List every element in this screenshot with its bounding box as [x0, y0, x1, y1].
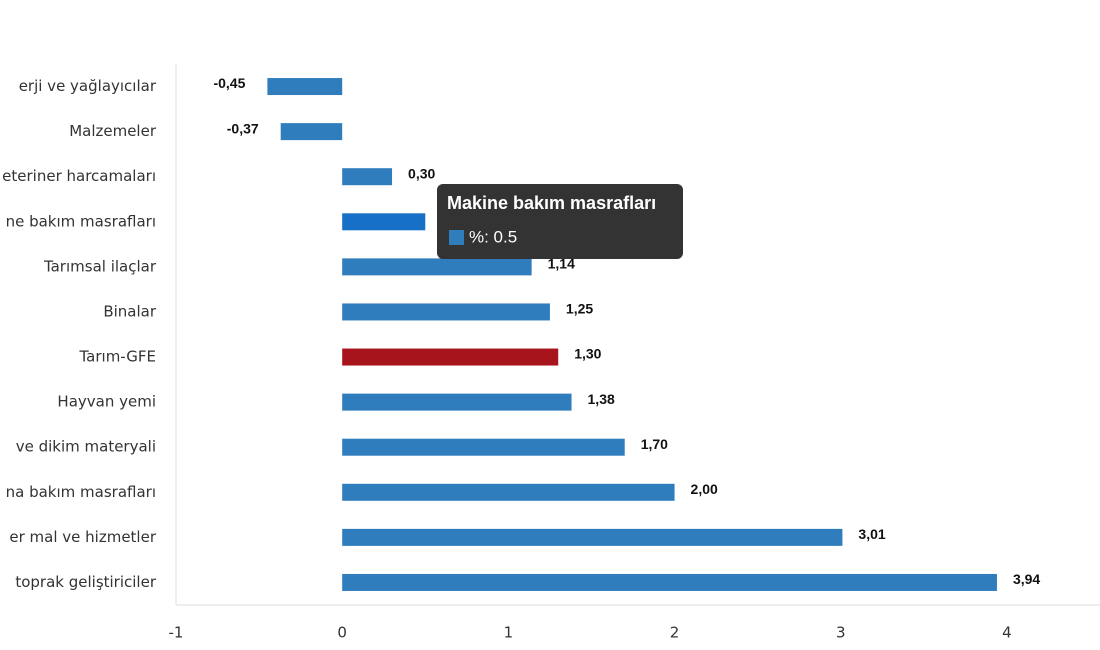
y-tick-label: toprak geliştiriciler	[15, 573, 156, 591]
tooltip-text: %: 0.5	[469, 227, 517, 246]
bar	[342, 438, 625, 456]
value-label: 1,30	[574, 346, 601, 362]
y-tick-label: ne bakım masrafları	[6, 212, 156, 230]
y-tick-label: erji ve yağlayıcılar	[19, 77, 157, 95]
x-tick-label: 0	[337, 624, 347, 642]
y-tick-label: er mal ve hizmetler	[9, 528, 156, 546]
value-label: 0,30	[408, 165, 435, 181]
bar	[342, 303, 550, 321]
value-label: 3,94	[1013, 571, 1040, 587]
value-label: 2,00	[691, 481, 718, 497]
bar	[342, 168, 393, 186]
value-label: 1,25	[566, 301, 593, 317]
bar	[342, 393, 572, 411]
bar	[267, 78, 343, 96]
x-tick-label: 4	[1002, 624, 1012, 642]
x-tick-label: 3	[836, 624, 846, 642]
x-tick-label: 2	[670, 624, 680, 642]
bar	[342, 573, 997, 591]
tooltip: Makine bakım masrafları %: 0.5	[437, 184, 683, 259]
bar	[342, 483, 675, 501]
tooltip-swatch	[449, 230, 464, 245]
y-tick-label: ve dikim materyali	[16, 438, 156, 456]
value-label: -0,45	[213, 75, 245, 91]
value-label: 1,70	[641, 436, 668, 452]
tooltip-title: Makine bakım masrafları	[447, 193, 656, 213]
value-label: 1,38	[588, 391, 615, 407]
y-tick-label: Binalar	[103, 302, 157, 320]
y-tick-label: Hayvan yemi	[57, 393, 156, 411]
y-tick-label: Malzemeler	[69, 122, 157, 140]
x-tick-label: 1	[504, 624, 514, 642]
value-label: 1,14	[548, 256, 575, 272]
value-label: -0,37	[227, 120, 259, 136]
plot: -1 0 1 2 3 4 erji ve yağlayıcılar -0,45 Malzemel…	[2, 75, 1040, 641]
bar	[342, 213, 426, 231]
y-tick-label: Tarımsal ilaçlar	[43, 257, 157, 275]
y-tick-label: Tarım-GFE	[78, 348, 156, 366]
bar	[280, 123, 343, 141]
value-label: 3,01	[858, 526, 885, 542]
y-tick-label: na bakım masrafları	[6, 483, 156, 501]
tooltip-box	[437, 184, 683, 259]
bar	[342, 348, 559, 366]
y-tick-label: eteriner harcamaları	[2, 167, 156, 185]
bar	[342, 258, 532, 276]
bar	[342, 528, 843, 546]
x-tick-label: -1	[169, 624, 184, 642]
